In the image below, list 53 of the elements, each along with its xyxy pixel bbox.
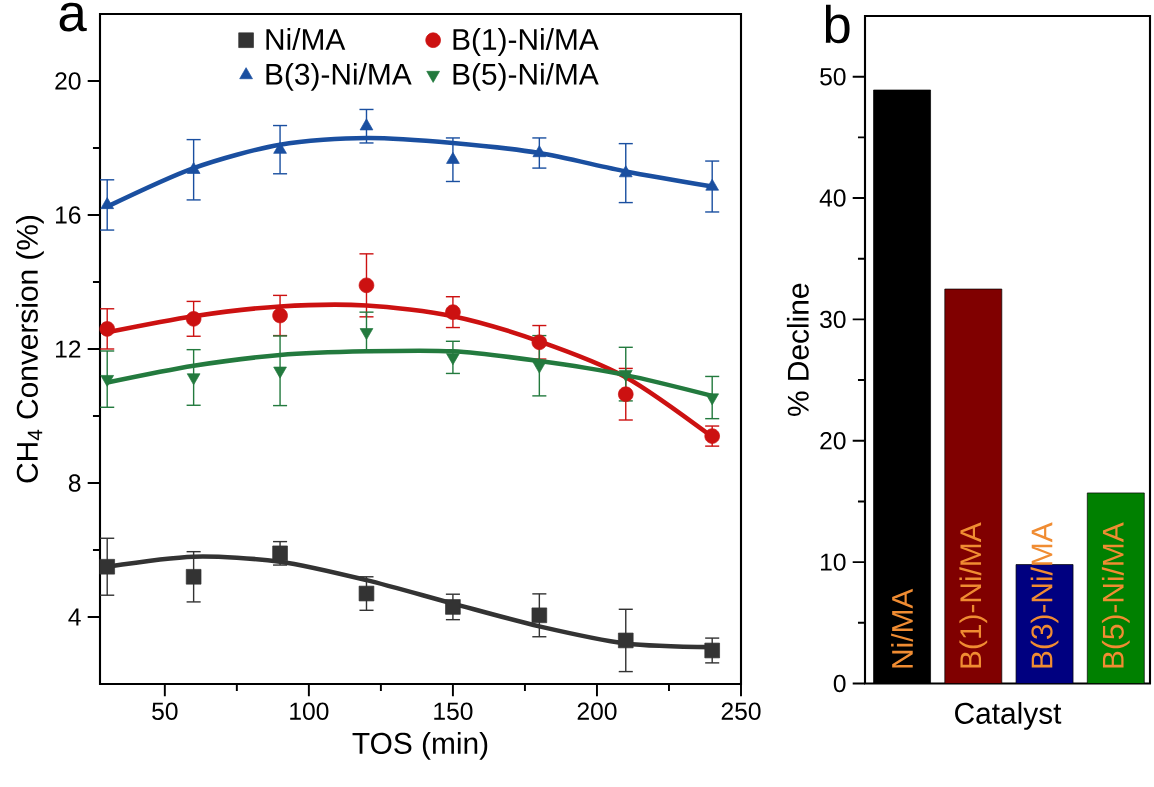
point bbox=[358, 277, 375, 294]
legend-label: B(1)-Ni/MA bbox=[453, 28, 599, 56]
chart-title: b bbox=[825, 4, 850, 44]
y-tick-label: 0 bbox=[833, 674, 846, 693]
point bbox=[272, 307, 288, 324]
point bbox=[100, 197, 114, 209]
point bbox=[99, 559, 115, 575]
chart-title: a bbox=[59, 2, 87, 32]
x-tick-label: 250 bbox=[721, 702, 761, 720]
y-tick-label: 20 bbox=[55, 72, 81, 90]
y-tick-label: 10 bbox=[821, 553, 846, 571]
point bbox=[185, 311, 202, 327]
point bbox=[705, 178, 719, 191]
x-tick-label: Ni/MA bbox=[891, 588, 914, 668]
point bbox=[99, 321, 115, 337]
point bbox=[185, 569, 202, 585]
y-tick-label: 30 bbox=[820, 310, 846, 329]
point bbox=[531, 334, 548, 351]
point bbox=[358, 585, 375, 602]
point bbox=[704, 642, 720, 659]
point bbox=[446, 151, 460, 164]
point bbox=[445, 599, 461, 615]
point bbox=[273, 141, 287, 154]
x-tick-label: B(5)-Ni/MA bbox=[1101, 522, 1130, 668]
x-tick-label: 100 bbox=[290, 702, 329, 720]
y-tick-label: 20 bbox=[820, 432, 846, 450]
point bbox=[531, 607, 548, 624]
x-tick-label: 50 bbox=[152, 702, 178, 720]
point bbox=[359, 118, 374, 131]
y-tick-label: 40 bbox=[819, 189, 846, 207]
x-axis-title: TOS (min) bbox=[352, 731, 488, 760]
x-tick-label: B(1)-Ni/MA bbox=[959, 522, 988, 668]
point bbox=[186, 162, 201, 174]
y-tick-label: 4 bbox=[68, 608, 81, 626]
y-tick-label: 12 bbox=[56, 340, 81, 358]
legend-label: B(5)-Ni/MA bbox=[453, 62, 599, 91]
x-tick-label: 150 bbox=[434, 702, 473, 720]
y-tick-label: 50 bbox=[820, 67, 846, 86]
y-tick-label: 16 bbox=[56, 206, 81, 224]
x-axis-title: Catalyst bbox=[955, 702, 1062, 730]
legend-label: B(3)-Ni/MA bbox=[266, 62, 412, 91]
point bbox=[532, 145, 547, 158]
y-tick-label: 8 bbox=[68, 474, 81, 492]
x-tick-label: B(3)-Ni/MA bbox=[1030, 522, 1059, 668]
point bbox=[618, 632, 634, 649]
point bbox=[618, 386, 634, 402]
point bbox=[272, 545, 288, 562]
point bbox=[619, 165, 633, 178]
point bbox=[445, 304, 461, 320]
legend-label: Ni/MA bbox=[266, 28, 346, 51]
x-tick-label: 200 bbox=[577, 702, 617, 720]
y-axis-title: % Decline bbox=[786, 283, 809, 416]
y-axis-title: CH$_{4}$ Conversion (%) bbox=[16, 215, 44, 483]
